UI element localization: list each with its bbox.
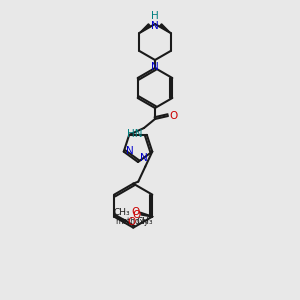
Text: HN: HN <box>128 129 143 139</box>
Text: H: H <box>151 11 159 21</box>
Text: N: N <box>151 62 159 72</box>
Text: CH₃: CH₃ <box>136 217 153 226</box>
Text: methoxy: methoxy <box>116 217 149 226</box>
Text: O: O <box>127 217 136 226</box>
Text: O: O <box>131 207 139 217</box>
Text: N: N <box>126 146 134 156</box>
Text: O: O <box>132 210 140 220</box>
Text: O: O <box>169 111 177 121</box>
Polygon shape <box>160 24 171 33</box>
Text: N: N <box>140 153 148 163</box>
Text: N: N <box>151 21 159 31</box>
Text: CH₃: CH₃ <box>114 208 130 217</box>
Polygon shape <box>140 24 150 33</box>
